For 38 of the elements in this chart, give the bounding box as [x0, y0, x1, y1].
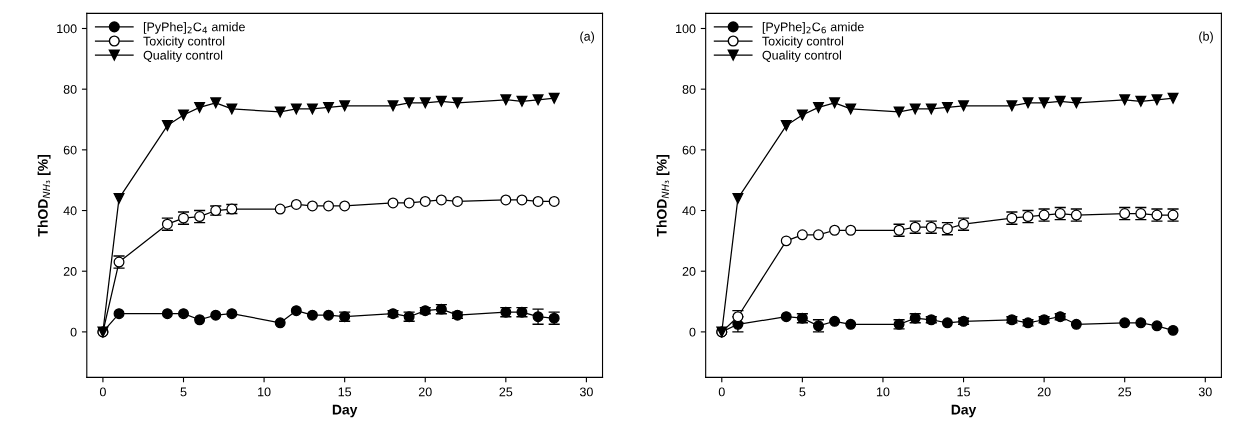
y-tick-label: 20 — [63, 267, 77, 276]
y-axis-title: ThOD$_{NH₃}$ [%] — [37, 155, 51, 237]
y-tick-label: 0 — [689, 327, 696, 337]
y-tick-label: 60 — [63, 145, 77, 155]
x-tick-label: 0 — [718, 387, 725, 397]
y-tick-label: 60 — [682, 145, 696, 155]
x-tick-label: 20 — [418, 387, 432, 397]
x-axis-title: Day — [951, 404, 977, 418]
x-tick-label: 10 — [876, 387, 890, 397]
y-tick-label: 80 — [63, 84, 77, 94]
x-tick-label: 5 — [799, 387, 806, 397]
x-tick-label: 0 — [99, 387, 106, 397]
y-tick-label: 100 — [57, 24, 77, 34]
x-axis-title: Day — [332, 404, 358, 418]
x-tick-label: 30 — [579, 387, 593, 397]
y-tick-label: 20 — [682, 267, 696, 276]
x-tick-label: 5 — [180, 387, 187, 397]
y-axis-title: ThOD$_{NH₃}$ [%] — [656, 155, 670, 237]
y-tick-label: 40 — [682, 206, 696, 216]
annotation: (a) — [580, 31, 595, 44]
legend-label: [PyPhe]$_{2}$C$_{6}$ amide — [762, 22, 864, 34]
x-tick-label: 25 — [1118, 387, 1132, 397]
annotation: (b) — [1199, 31, 1213, 44]
x-tick-label: 25 — [499, 387, 513, 397]
x-tick-label: 10 — [258, 387, 271, 397]
legend-label: Toxicity control — [762, 36, 844, 48]
y-tick-label: 0 — [70, 327, 77, 337]
x-tick-label: 20 — [1037, 387, 1051, 397]
legend-label: Quality control — [143, 50, 223, 63]
y-tick-label: 40 — [63, 206, 77, 216]
legend-label: Toxicity control — [143, 36, 225, 48]
y-tick-label: 80 — [682, 84, 696, 94]
x-tick-label: 15 — [957, 387, 970, 397]
legend-label: [PyPhe]$_{2}$C$_{4}$ amide — [143, 22, 245, 34]
x-tick-label: 15 — [338, 387, 352, 397]
legend-label: Quality control — [762, 50, 841, 63]
x-tick-label: 30 — [1198, 387, 1212, 397]
y-tick-label: 100 — [676, 24, 696, 34]
